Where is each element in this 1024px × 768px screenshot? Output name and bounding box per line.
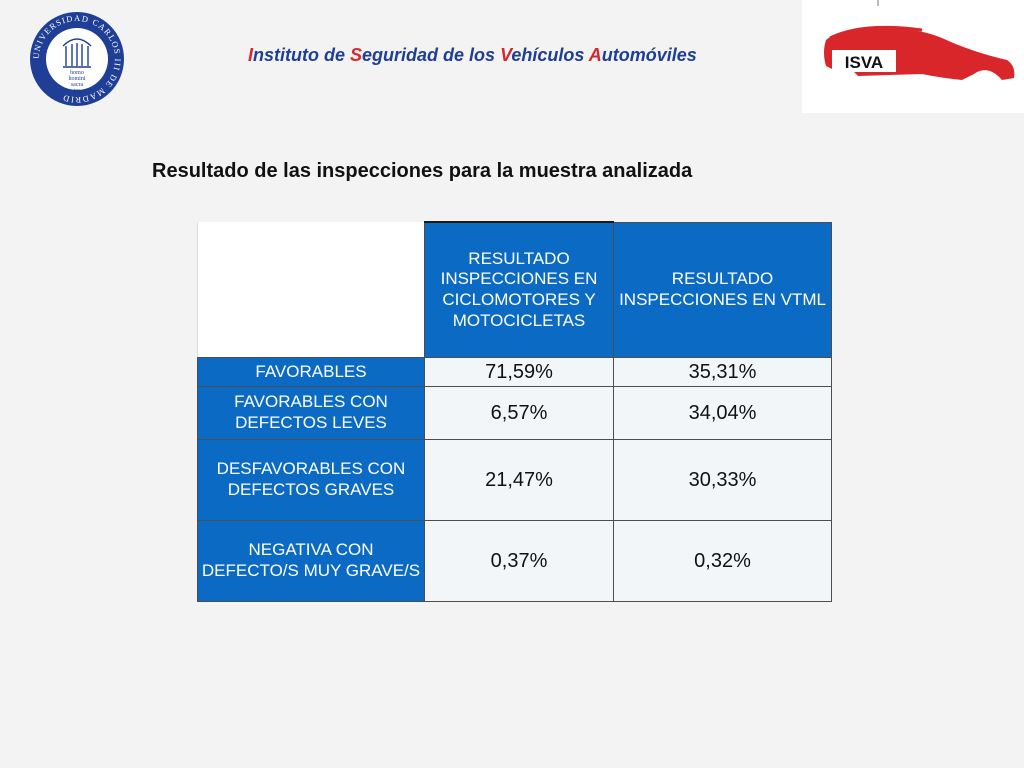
university-seal-logo: UNIVERSIDAD CARLOS III DE MADRID homo ho… xyxy=(28,10,126,108)
row-label-favorables: FAVORABLES xyxy=(197,357,425,387)
cell-motorcycles-defectos-leves: 6,57% xyxy=(424,386,614,440)
table-corner-cell xyxy=(197,222,425,358)
title-text: utomóviles xyxy=(601,45,697,65)
cell-motorcycles-favorables: 71,59% xyxy=(424,357,614,387)
cell-vtml-favorables: 35,31% xyxy=(613,357,832,387)
title-initial: A xyxy=(588,45,602,65)
table-row: FAVORABLES CON DEFECTOS LEVES 6,57% 34,0… xyxy=(197,386,832,440)
table-row: DESFAVORABLES CON DEFECTOS GRAVES 21,47%… xyxy=(197,439,832,521)
cell-vtml-defectos-leves: 34,04% xyxy=(613,386,832,440)
cell-vtml-defectos-graves: 30,33% xyxy=(613,439,832,521)
isva-logo: ISVA xyxy=(802,0,1024,113)
isva-logo-text: ISVA xyxy=(845,53,883,72)
column-header-motorcycles: RESULTADO INSPECCIONES EN CICLOMOTORES Y… xyxy=(424,221,614,358)
row-label-muy-graves: NEGATIVA CON DEFECTO/S MUY GRAVE/S xyxy=(197,520,425,602)
title-text: eguridad de los xyxy=(362,45,501,65)
seal-line-2: homini xyxy=(68,76,85,82)
table-header-row: RESULTADO INSPECCIONES EN CICLOMOTORES Y… xyxy=(197,221,832,358)
slide-title: Resultado de las inspecciones para la mu… xyxy=(152,160,693,182)
seal-line-1: homo xyxy=(70,70,84,76)
cell-vtml-muy-graves: 0,32% xyxy=(613,520,832,602)
inspection-results-table: RESULTADO INSPECCIONES EN CICLOMOTORES Y… xyxy=(197,221,832,602)
row-label-defectos-graves: DESFAVORABLES CON DEFECTOS GRAVES xyxy=(197,439,425,521)
table-row: FAVORABLES 71,59% 35,31% xyxy=(197,357,832,387)
title-initial: V xyxy=(500,45,512,65)
column-header-vtml: RESULTADO INSPECCIONES EN VTML xyxy=(613,221,832,358)
cell-motorcycles-muy-graves: 0,37% xyxy=(424,520,614,602)
institute-title: Instituto de Seguridad de los Vehículos … xyxy=(248,45,697,66)
title-initial: S xyxy=(350,45,363,65)
seal-line-3: sacra xyxy=(71,82,84,88)
table-row: NEGATIVA CON DEFECTO/S MUY GRAVE/S 0,37%… xyxy=(197,520,832,602)
title-initial: I xyxy=(248,45,254,65)
row-label-defectos-leves: FAVORABLES CON DEFECTOS LEVES xyxy=(197,386,425,440)
cell-motorcycles-defectos-graves: 21,47% xyxy=(424,439,614,521)
seal-line-4: res xyxy=(74,88,82,94)
title-text: ehículos xyxy=(511,45,589,65)
title-text: nstituto de xyxy=(253,45,351,65)
